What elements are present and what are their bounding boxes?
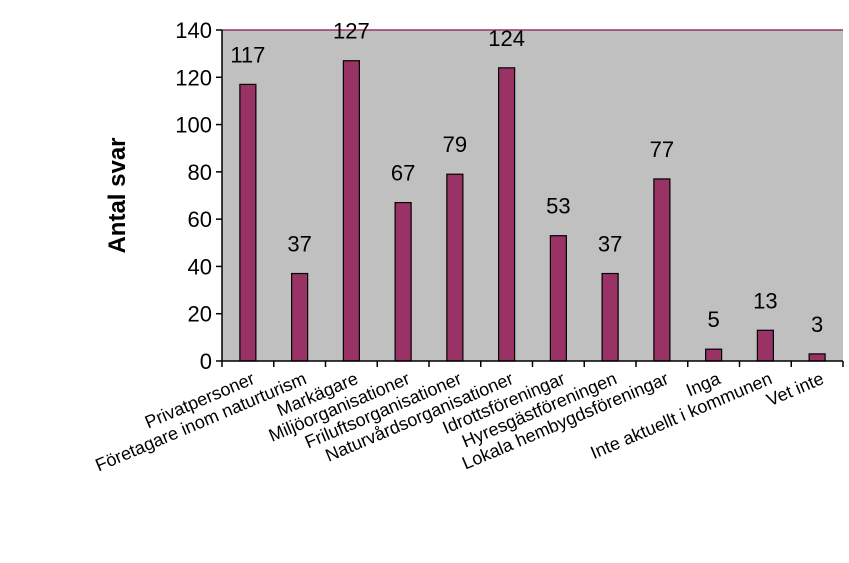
data-label: 77 <box>650 137 674 162</box>
data-label: 79 <box>443 132 467 157</box>
data-label: 3 <box>811 312 823 337</box>
data-label: 67 <box>391 161 415 186</box>
data-label: 37 <box>287 232 311 257</box>
y-tick-label: 80 <box>188 160 212 185</box>
bar <box>653 178 671 362</box>
plot-area <box>222 30 843 361</box>
bar <box>756 329 774 362</box>
y-tick-label: 20 <box>188 302 212 327</box>
y-tick-label: 140 <box>175 18 212 43</box>
bar <box>705 348 723 362</box>
bar <box>601 272 619 362</box>
bars <box>239 60 826 362</box>
data-label: 127 <box>333 19 370 44</box>
bar <box>808 353 826 362</box>
y-tick-label: 60 <box>188 207 212 232</box>
y-axis-label: Antal svar <box>104 137 131 253</box>
bar <box>239 83 257 362</box>
data-label: 13 <box>753 288 777 313</box>
y-ticks: 0 20 40 60 80 100 120 140 <box>175 18 222 374</box>
bar <box>498 67 516 362</box>
category-label: Vet inte <box>764 368 827 410</box>
data-label: 117 <box>230 42 265 67</box>
bar <box>394 201 412 362</box>
bar <box>291 272 309 362</box>
y-tick-label: 120 <box>175 65 212 90</box>
y-tick-label: 40 <box>188 254 212 279</box>
bar <box>446 173 464 362</box>
bar <box>549 235 567 362</box>
data-label: 124 <box>488 26 525 51</box>
data-label: 5 <box>708 307 720 332</box>
y-tick-label: 100 <box>175 113 212 138</box>
x-ticks <box>221 361 844 367</box>
data-label: 53 <box>546 194 570 219</box>
data-labels: 117 37 127 67 79 124 53 37 77 5 13 3 <box>230 19 823 337</box>
y-tick-label: 0 <box>200 349 212 374</box>
data-label: 37 <box>598 232 622 257</box>
bar <box>342 60 360 362</box>
